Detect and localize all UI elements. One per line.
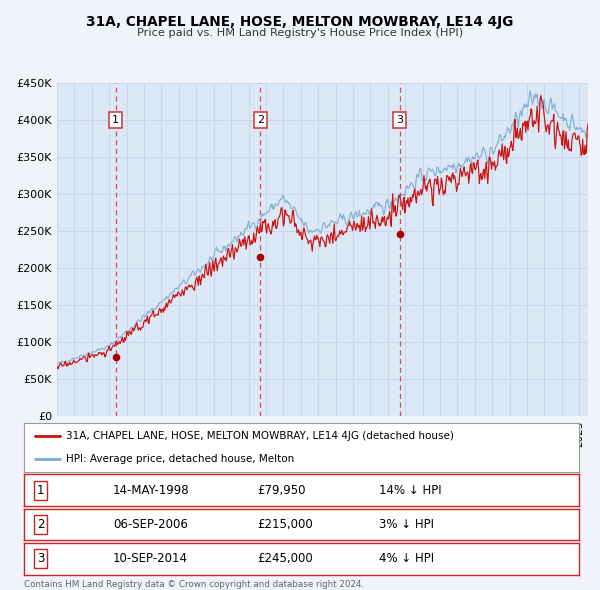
- Text: 1: 1: [37, 484, 44, 497]
- Text: £245,000: £245,000: [257, 552, 313, 565]
- Text: 31A, CHAPEL LANE, HOSE, MELTON MOWBRAY, LE14 4JG: 31A, CHAPEL LANE, HOSE, MELTON MOWBRAY, …: [86, 15, 514, 30]
- Text: Price paid vs. HM Land Registry's House Price Index (HPI): Price paid vs. HM Land Registry's House …: [137, 28, 463, 38]
- Text: 3% ↓ HPI: 3% ↓ HPI: [379, 518, 434, 531]
- Text: £215,000: £215,000: [257, 518, 313, 531]
- Text: 14% ↓ HPI: 14% ↓ HPI: [379, 484, 442, 497]
- Text: 06-SEP-2006: 06-SEP-2006: [113, 518, 188, 531]
- Text: Contains HM Land Registry data © Crown copyright and database right 2024.: Contains HM Land Registry data © Crown c…: [24, 580, 364, 589]
- Text: 31A, CHAPEL LANE, HOSE, MELTON MOWBRAY, LE14 4JG (detached house): 31A, CHAPEL LANE, HOSE, MELTON MOWBRAY, …: [65, 431, 454, 441]
- Text: 3: 3: [396, 114, 403, 124]
- Text: 2: 2: [37, 518, 44, 531]
- Text: 4% ↓ HPI: 4% ↓ HPI: [379, 552, 434, 565]
- Text: HPI: Average price, detached house, Melton: HPI: Average price, detached house, Melt…: [65, 454, 294, 464]
- Text: 10-SEP-2014: 10-SEP-2014: [113, 552, 188, 565]
- Text: 2: 2: [257, 114, 264, 124]
- Text: 14-MAY-1998: 14-MAY-1998: [113, 484, 190, 497]
- Text: 3: 3: [37, 552, 44, 565]
- Text: 1: 1: [112, 114, 119, 124]
- Text: £79,950: £79,950: [257, 484, 305, 497]
